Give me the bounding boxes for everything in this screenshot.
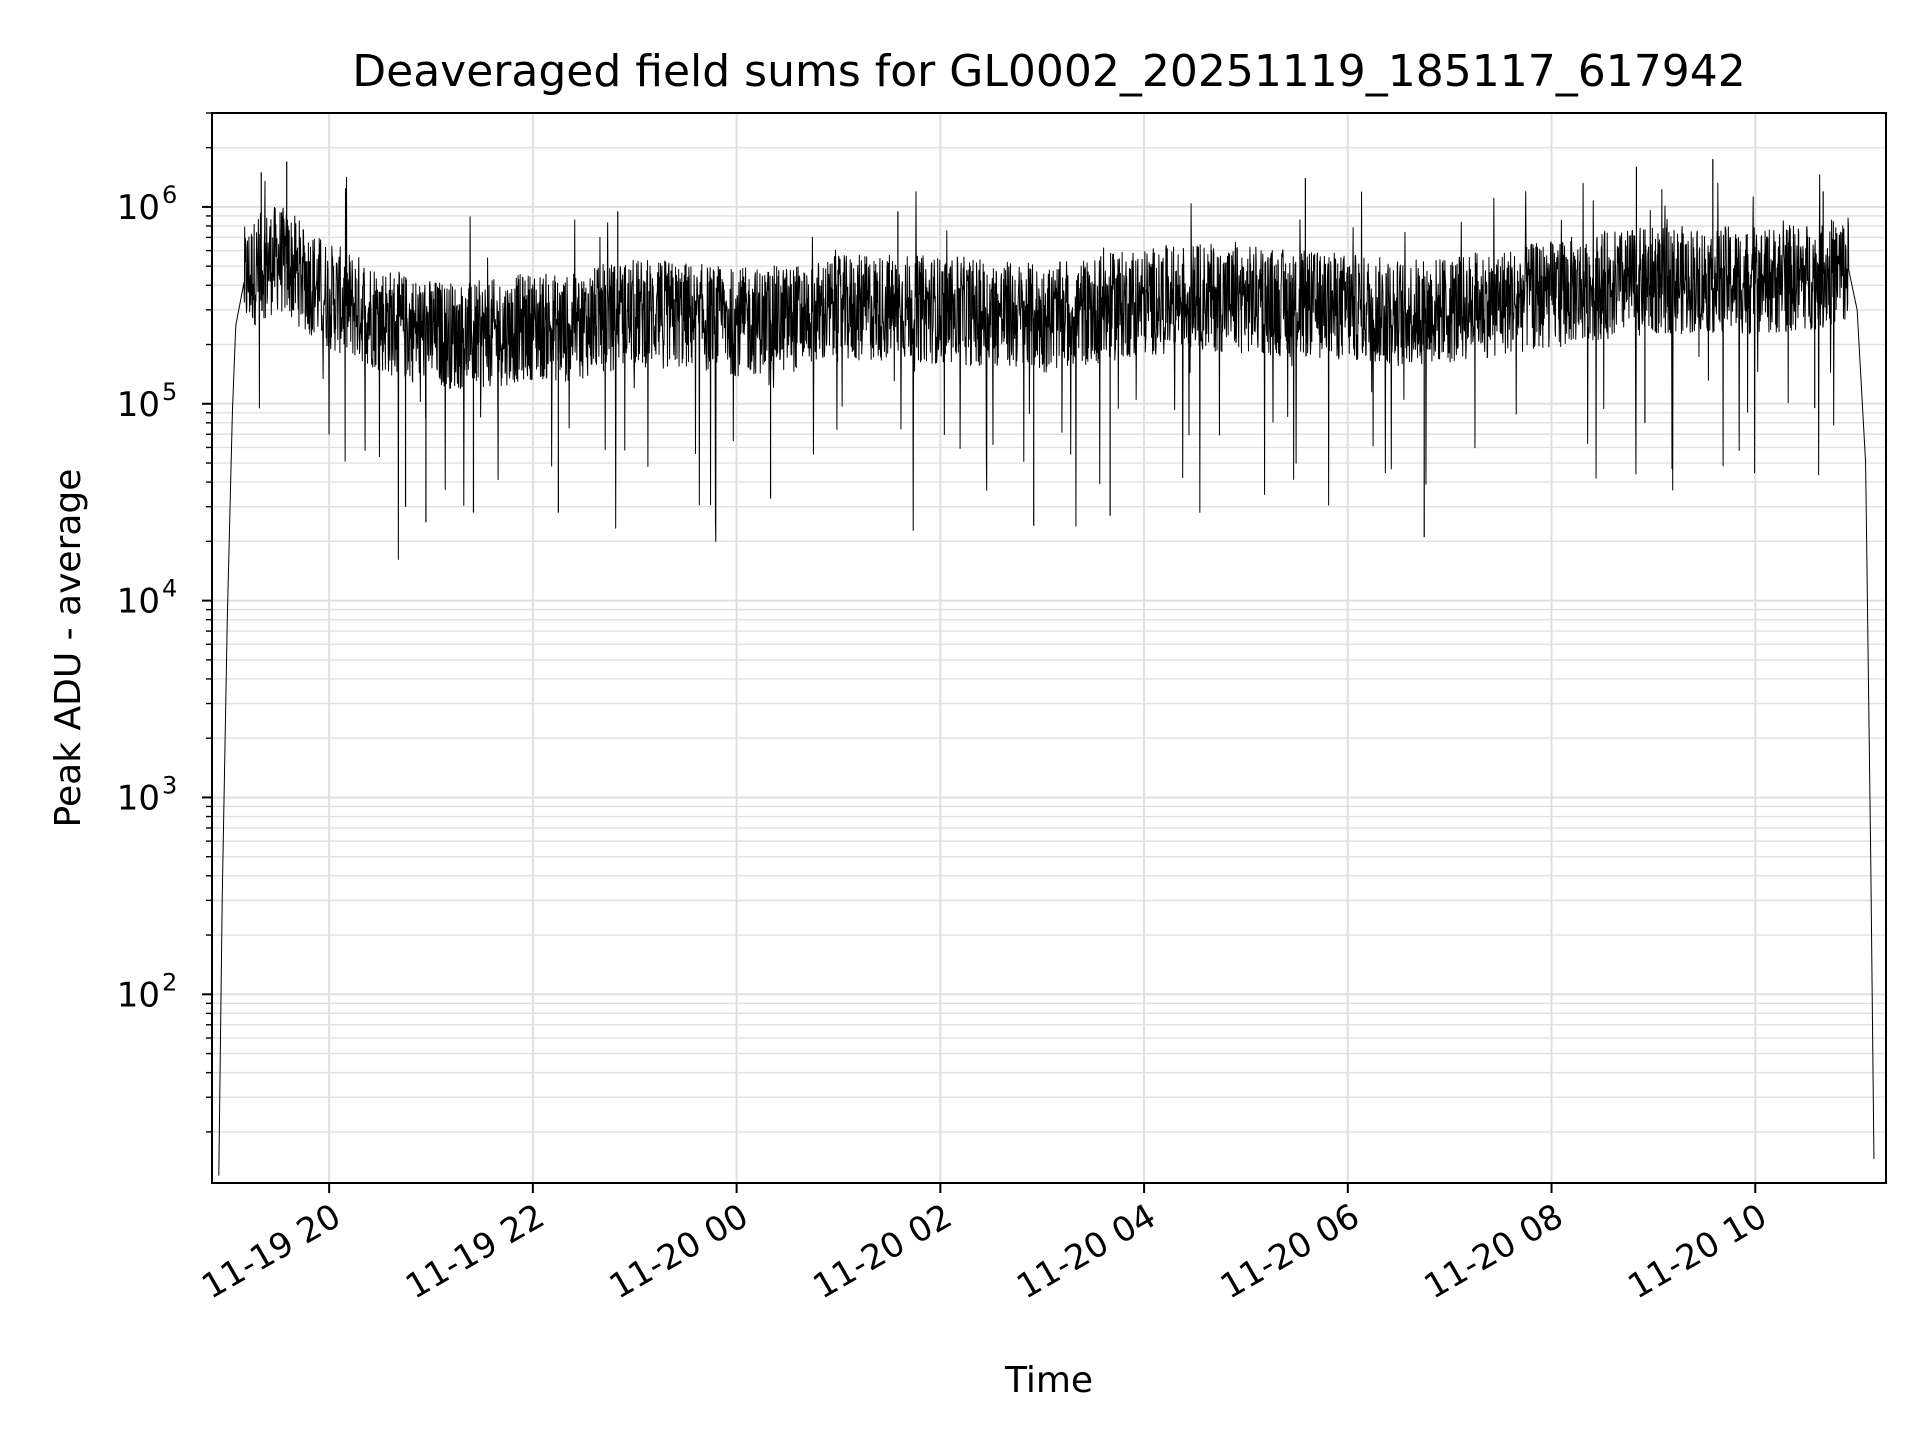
- y-tick-label: 10: [117, 188, 160, 228]
- plot-frame: [211, 112, 1887, 1184]
- grid: [212, 112, 1886, 1183]
- y-tick-exponent: 5: [162, 378, 177, 406]
- y-tick-exponent: 3: [162, 771, 177, 799]
- y-tick-label: 10: [117, 582, 160, 622]
- chart-title: Deaveraged field sums for GL0002_2025111…: [352, 46, 1745, 97]
- y-tick-exponent: 2: [162, 968, 177, 996]
- x-axis-label: Time: [1004, 1360, 1093, 1401]
- y-tick-label: 10: [117, 975, 160, 1015]
- y-tick-label: 10: [117, 385, 160, 425]
- y-tick-exponent: 6: [162, 181, 177, 209]
- y-axis-label: Peak ADU - average: [48, 469, 89, 828]
- y-tick-label: 10: [117, 778, 160, 818]
- series-line: [218, 174, 1875, 1176]
- y-tick-exponent: 4: [162, 575, 177, 603]
- series-line-group: [218, 159, 1875, 1176]
